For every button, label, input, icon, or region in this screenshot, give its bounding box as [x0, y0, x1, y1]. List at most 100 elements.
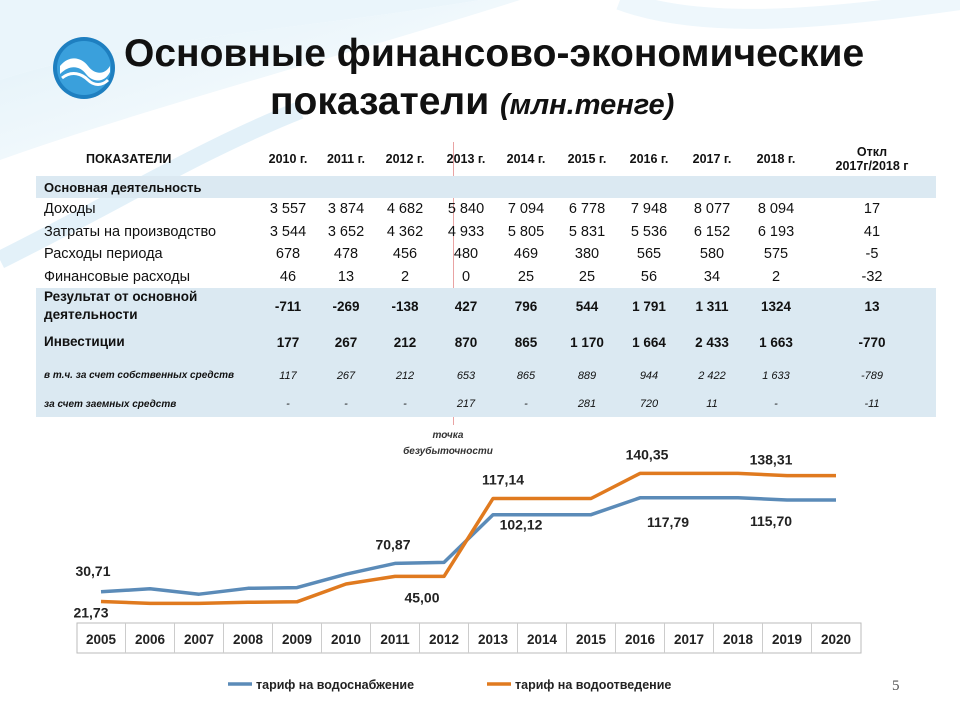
table-cell: 267	[318, 324, 374, 360]
title-line1: Основные финансово-экономические	[124, 32, 865, 75]
table-cell: 2 422	[680, 360, 744, 391]
x-tick-label: 2020	[821, 632, 851, 647]
table-cell: 267	[318, 360, 374, 391]
table-cell: 796	[496, 288, 556, 324]
row-label: Затраты на производство	[44, 223, 217, 240]
x-tick-label: 2014	[527, 632, 558, 647]
x-tick-label: 2007	[184, 632, 214, 647]
table-cell: 3 652	[327, 223, 365, 240]
table-cell: -711	[258, 288, 318, 324]
table-cell: 870	[436, 324, 496, 360]
table-cell: 281	[556, 391, 618, 417]
table-cell: 575	[763, 246, 789, 263]
page-number: 5	[892, 678, 900, 694]
table-cell: 889	[556, 360, 618, 391]
x-tick-label: 2018	[723, 632, 754, 647]
data-label: 117,79	[647, 514, 689, 530]
title-unit: (млн.тенге)	[500, 89, 675, 121]
table-cell: 1 311	[680, 288, 744, 324]
annotation-line1: точка	[433, 430, 464, 441]
table-cell: 5 840	[447, 201, 485, 218]
table-cell: 7 094	[507, 201, 545, 218]
data-label: 117,14	[482, 471, 524, 487]
table-cell: 3 874	[327, 201, 365, 218]
row-label: Инвестиции	[36, 324, 258, 360]
table-cell: 865	[496, 360, 556, 391]
header-year: 2014 г.	[506, 152, 546, 166]
header-year: 2010 г.	[268, 152, 308, 166]
table-cell: 5 536	[630, 223, 668, 240]
x-tick-label: 2005	[86, 632, 117, 647]
table-cell: 3 544	[269, 223, 307, 240]
x-tick-label: 2009	[282, 632, 312, 647]
data-label: 115,70	[750, 513, 792, 529]
table-cell: 217	[436, 391, 496, 417]
table-cell: -5	[865, 246, 879, 263]
table-cell: -269	[318, 288, 374, 324]
table-cell: 3 557	[269, 201, 307, 218]
data-label: 140,35	[626, 446, 669, 462]
table-cell: 1 633	[744, 360, 808, 391]
x-tick-label: 2006	[135, 632, 166, 647]
table-cell: 480	[453, 246, 479, 263]
table-cell: -	[374, 391, 436, 417]
table-cell: 5 831	[568, 223, 606, 240]
slide-title: Основные финансово-экономические показат…	[124, 30, 944, 129]
header-year: 2011 г.	[326, 152, 366, 166]
section-row: Основная деятельность	[36, 176, 936, 198]
table-cell: 25	[578, 268, 596, 285]
table-cell: 456	[392, 246, 418, 263]
data-label: 70,87	[375, 536, 410, 552]
row-label: за счет заемных средств	[36, 391, 258, 417]
data-label: 138,31	[750, 451, 793, 467]
forecast-divider	[453, 142, 454, 425]
table-cell: 653	[436, 360, 496, 391]
table-cell: 2	[771, 268, 781, 285]
header-year: 2012 г.	[385, 152, 425, 166]
table-header-row: ПОКАЗАТЕЛИ 2010 г. 2011 г. 2012 г. 2013 …	[36, 142, 936, 176]
table-row: за счет заемных средств - - -217-281 720 11- -…	[36, 391, 936, 417]
table-cell: 7 948	[630, 201, 668, 218]
title-line2: показатели	[270, 80, 490, 123]
header-year: 2018 г.	[756, 152, 796, 166]
table-cell: 469	[513, 246, 539, 263]
table-cell: 56	[640, 268, 658, 285]
table-cell: -32	[861, 268, 883, 285]
table-cell: 1 664	[618, 324, 680, 360]
x-tick-label: 2011	[380, 632, 410, 647]
annotation-line2: безубыточности	[403, 445, 493, 457]
table-cell: 6 778	[568, 201, 606, 218]
table-cell: 41	[863, 223, 881, 240]
table-cell: 2 433	[680, 324, 744, 360]
table-cell: 4 682	[386, 201, 424, 218]
table-cell: 427	[436, 288, 496, 324]
series-line-water-supply	[100, 496, 836, 596]
section-label: Основная деятельность	[36, 176, 936, 198]
table-cell: 5 805	[507, 223, 545, 240]
table-row: в т.ч. за счет собственных средств 117 267…	[36, 360, 936, 391]
data-label: 30,71	[75, 563, 110, 579]
table-cell: 4 933	[447, 223, 485, 240]
x-tick-label: 2008	[233, 632, 264, 647]
table-cell: 580	[699, 246, 725, 263]
table-cell: 380	[574, 246, 600, 263]
table-cell: 46	[279, 268, 297, 285]
table-cell: 1324	[744, 288, 808, 324]
header-year: 2017 г.	[692, 152, 732, 166]
table-cell: 25	[517, 268, 535, 285]
row-label: Расходы периода	[44, 246, 163, 263]
table-row: Финансовые расходы 46 13 2 0 25 25 56 34 2 -32	[36, 266, 936, 289]
table-cell: 944	[618, 360, 680, 391]
header-year: 2013 г.	[446, 152, 486, 166]
data-label: 45,00	[404, 589, 439, 605]
series-line-wastewater	[100, 471, 836, 606]
table-cell: 6 193	[757, 223, 795, 240]
table-cell: 8 094	[757, 201, 795, 218]
legend-label: тариф на водоснабжение	[256, 678, 414, 692]
row-label: Финансовые расходы	[44, 268, 190, 285]
table-cell: 17	[863, 201, 881, 218]
data-label: 102,12	[500, 517, 543, 533]
table-cell: 212	[374, 360, 436, 391]
table-row: Результат от основной деятельности -711 -2…	[36, 288, 936, 324]
tariff-chart: 2005 2006 2007 2008 2009 2010 2011 2012 2013 2014…	[73, 430, 862, 692]
